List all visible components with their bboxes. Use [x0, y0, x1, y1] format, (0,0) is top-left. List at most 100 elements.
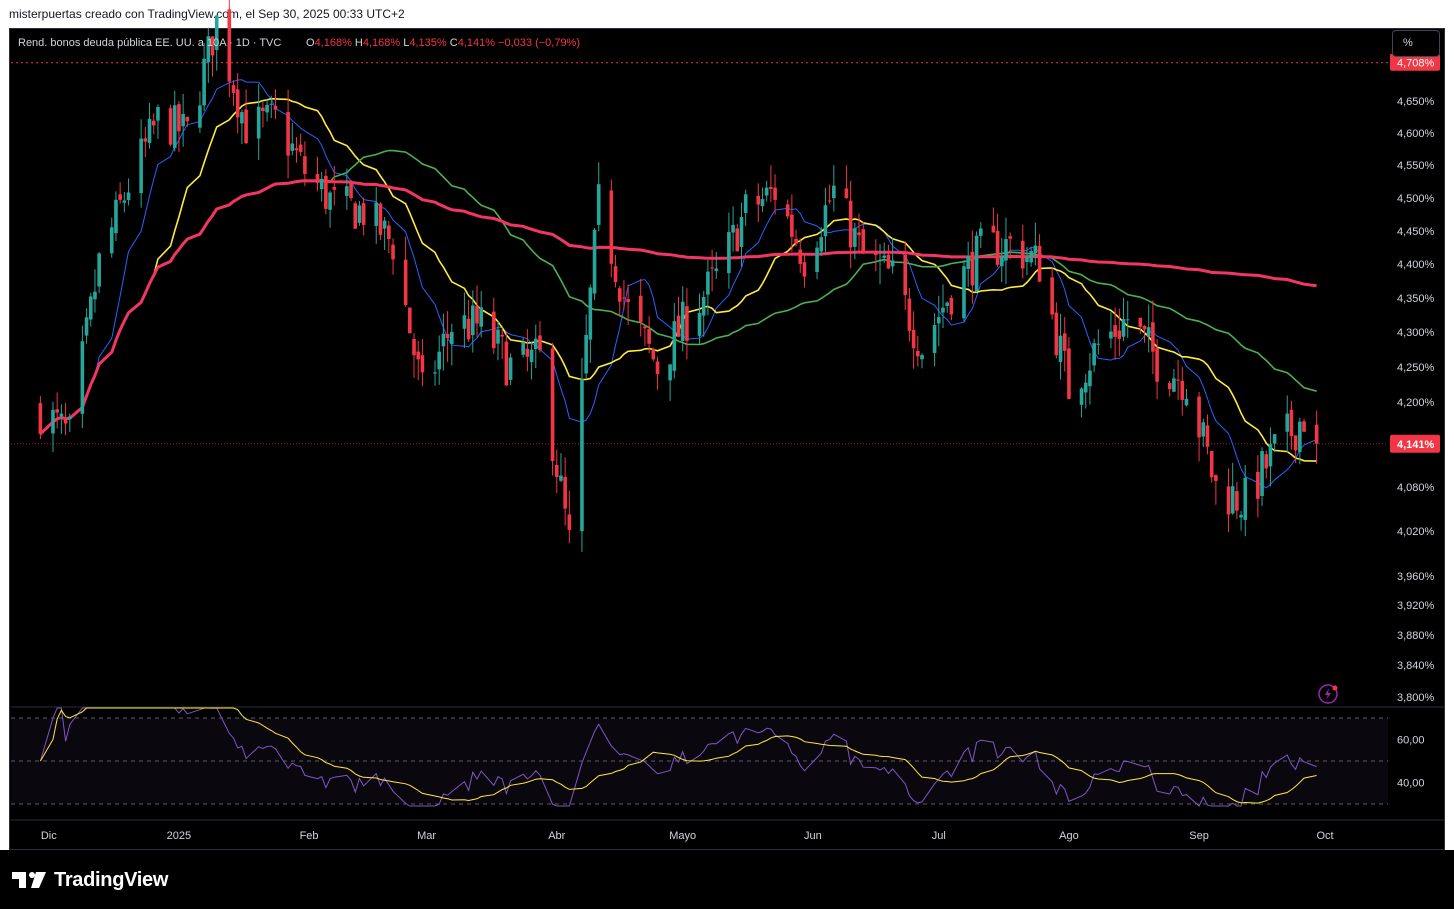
candle-body — [743, 194, 748, 213]
candle — [907, 287, 912, 342]
candle-body — [206, 36, 211, 63]
candle-body — [114, 199, 118, 234]
candle-body — [580, 379, 584, 532]
candle-body — [93, 291, 97, 300]
candle-body — [273, 105, 278, 110]
candle — [84, 308, 89, 344]
alert-icon-ring — [1318, 684, 1338, 704]
footer-bar — [0, 850, 1454, 909]
candle-body — [185, 116, 190, 122]
candle — [1121, 297, 1126, 342]
candle — [731, 206, 735, 252]
candle — [529, 341, 534, 380]
candle — [349, 180, 353, 202]
candle-body — [735, 228, 740, 252]
candle — [882, 242, 887, 263]
candle — [970, 230, 975, 304]
candle — [361, 197, 366, 236]
candle — [1054, 302, 1059, 359]
candle-body — [848, 200, 853, 248]
candle-body — [349, 180, 353, 199]
candle-body — [1117, 330, 1122, 339]
rsi-tick-label: 40,00 — [1397, 778, 1425, 790]
candle — [1004, 217, 1008, 285]
candle-body — [533, 338, 538, 350]
candle — [273, 89, 278, 120]
candle-body — [706, 271, 710, 295]
candle-body — [1054, 312, 1059, 356]
candle — [1020, 224, 1025, 279]
candle — [328, 190, 332, 228]
candle — [1289, 400, 1294, 450]
candle-body — [1113, 325, 1117, 337]
candle-body — [857, 232, 861, 236]
y-tick-label: 4,550% — [1397, 160, 1435, 172]
candle — [1029, 246, 1033, 267]
candle-body — [680, 301, 685, 341]
x-tick-label: 2025 — [167, 830, 191, 842]
candle — [580, 357, 584, 552]
candle-body — [420, 355, 425, 373]
candle — [945, 301, 949, 313]
candle-body — [1235, 491, 1239, 511]
candle-body — [844, 188, 849, 199]
candle-body — [1256, 471, 1260, 499]
candle-body — [647, 329, 651, 344]
candle-body — [269, 103, 274, 105]
candle — [617, 286, 622, 317]
candle-body — [416, 351, 421, 360]
candle-body — [240, 112, 244, 124]
candle-body — [51, 409, 55, 434]
candle-body — [525, 348, 530, 357]
candle — [378, 202, 383, 241]
candle-body — [945, 302, 949, 306]
tradingview-logo-icon — [12, 872, 46, 888]
candle-body — [903, 254, 908, 296]
moving-average-4 — [39, 179, 1317, 435]
candle-body — [676, 315, 681, 337]
candle — [874, 239, 878, 272]
candle — [235, 73, 240, 134]
candle — [261, 102, 265, 128]
candle — [974, 231, 979, 293]
candle — [815, 241, 819, 280]
candle-body — [1268, 444, 1273, 467]
candle — [462, 292, 467, 348]
candle — [533, 324, 538, 369]
candle-body — [785, 204, 790, 217]
candle — [932, 313, 937, 367]
candle — [256, 83, 261, 160]
candle — [676, 296, 681, 338]
candle-body — [80, 341, 85, 414]
rsi-ma-line — [39, 707, 1317, 804]
candle-body — [1243, 477, 1248, 520]
candle — [1205, 414, 1210, 455]
candle — [685, 288, 689, 360]
candle-body — [1285, 413, 1290, 432]
unit-toggle-button[interactable]: % — [1392, 30, 1440, 57]
candle-body — [554, 464, 559, 478]
y-tick-label: 4,500% — [1397, 193, 1435, 205]
candle-body — [290, 143, 295, 151]
x-tick-label: Abr — [548, 830, 565, 842]
candle — [1058, 313, 1063, 380]
candle — [1243, 465, 1248, 537]
candle-body — [210, 36, 215, 56]
price-chart[interactable]: 4,650% 4,600% 4,550% 4,500% 4,450% 4,400% 4,35… — [0, 0, 1454, 850]
candle-body — [567, 514, 572, 531]
candle-body — [710, 267, 714, 269]
candle — [559, 453, 563, 483]
candle — [1298, 417, 1302, 465]
candle-body — [500, 334, 504, 337]
candle-body — [550, 348, 555, 461]
candle-body — [361, 203, 366, 225]
candle-body — [466, 318, 471, 340]
tradingview-logo[interactable]: TradingView — [12, 868, 168, 892]
candle-body — [298, 144, 303, 152]
candle — [857, 213, 861, 251]
candle — [1256, 455, 1260, 518]
legend-ohlc-part: 4,168% — [363, 37, 401, 49]
candle — [433, 360, 437, 386]
candle-body — [1226, 486, 1231, 515]
candle-body — [773, 187, 777, 200]
